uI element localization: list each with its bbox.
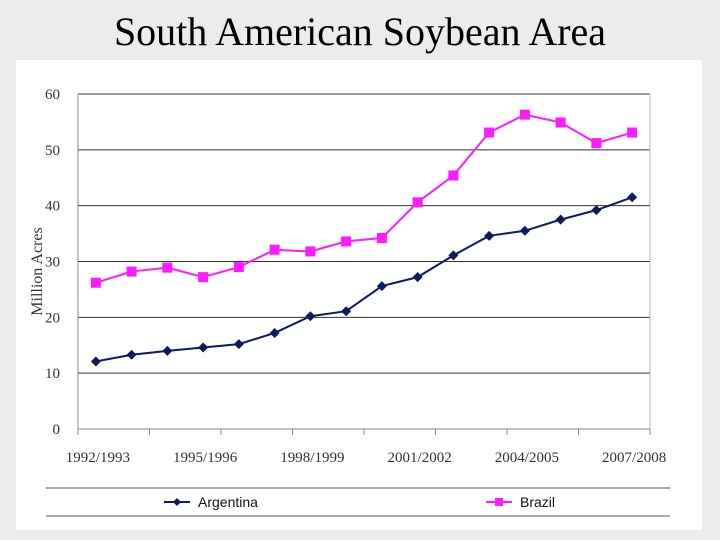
argentina-data-point: [412, 272, 423, 283]
legend-marker-brazil: [495, 498, 503, 506]
brazil-data-point: [233, 262, 244, 273]
brazil-data-point: [305, 246, 316, 257]
brazil-data-point: [484, 127, 495, 138]
argentina-data-point: [591, 205, 602, 216]
brazil-data-point: [519, 109, 530, 120]
y-tick-label: 60: [45, 87, 60, 103]
argentina-data-point: [90, 356, 101, 367]
argentina-data-point: [555, 214, 566, 225]
line-chart: 0 10 20 30 40 50 60 1992/1993 1995/1996 1998/1999…: [29, 87, 670, 517]
legend-label-brazil: Brazil: [520, 494, 555, 510]
legend-marker-argentina: [173, 498, 181, 506]
y-tick-label: 10: [45, 366, 60, 382]
slide-title: South American Soybean Area: [113, 9, 607, 54]
legend-label-argentina: Argentina: [198, 494, 258, 510]
argentina-data-point: [448, 250, 459, 261]
argentina-data-point: [305, 311, 316, 322]
argentina-series-line: [95, 196, 633, 363]
chart-panel: 0 10 20 30 40 50 60 1992/1993 1995/1996 1998/1999…: [16, 60, 702, 530]
brazil-data-point: [591, 138, 602, 149]
argentina-data-point: [519, 225, 530, 236]
brazil-data-point: [448, 170, 459, 181]
argentina-data-point: [233, 339, 244, 350]
brazil-data-point: [555, 117, 566, 128]
brazil-data-point: [198, 272, 209, 283]
x-tick-label: 2007/2008: [602, 450, 666, 466]
argentina-data-point: [484, 230, 495, 241]
argentina-data-point: [126, 349, 137, 360]
argentina-data-point: [376, 281, 387, 292]
brazil-data-point: [269, 244, 280, 255]
y-tick-label: 50: [45, 143, 60, 159]
brazil-data-point: [162, 262, 173, 273]
argentina-data-point: [269, 327, 280, 338]
y-tick-label: 40: [45, 199, 60, 215]
y-tick-label: 20: [45, 310, 60, 326]
brazil-data-point: [90, 277, 101, 288]
x-tick-label: 1995/1996: [173, 450, 238, 466]
brazil-data-point: [412, 197, 423, 208]
x-tick-label: 2004/2005: [495, 450, 559, 466]
y-axis-title: Million Acres: [29, 227, 46, 315]
argentina-data-point: [627, 192, 638, 203]
brazil-series-line: [95, 113, 633, 284]
argentina-data-point: [341, 306, 352, 317]
x-tick-label: 1992/1993: [66, 450, 130, 466]
x-tick-label: 1998/1999: [280, 450, 344, 466]
y-tick-label: 30: [45, 255, 60, 271]
brazil-data-point: [126, 266, 137, 277]
brazil-data-point: [627, 127, 638, 138]
y-tick-label: 0: [53, 422, 61, 438]
brazil-data-point: [376, 233, 387, 244]
argentina-data-point: [198, 342, 209, 353]
brazil-data-point: [341, 236, 352, 247]
argentina-data-point: [162, 345, 173, 356]
x-tick-label: 2001/2002: [388, 450, 452, 466]
